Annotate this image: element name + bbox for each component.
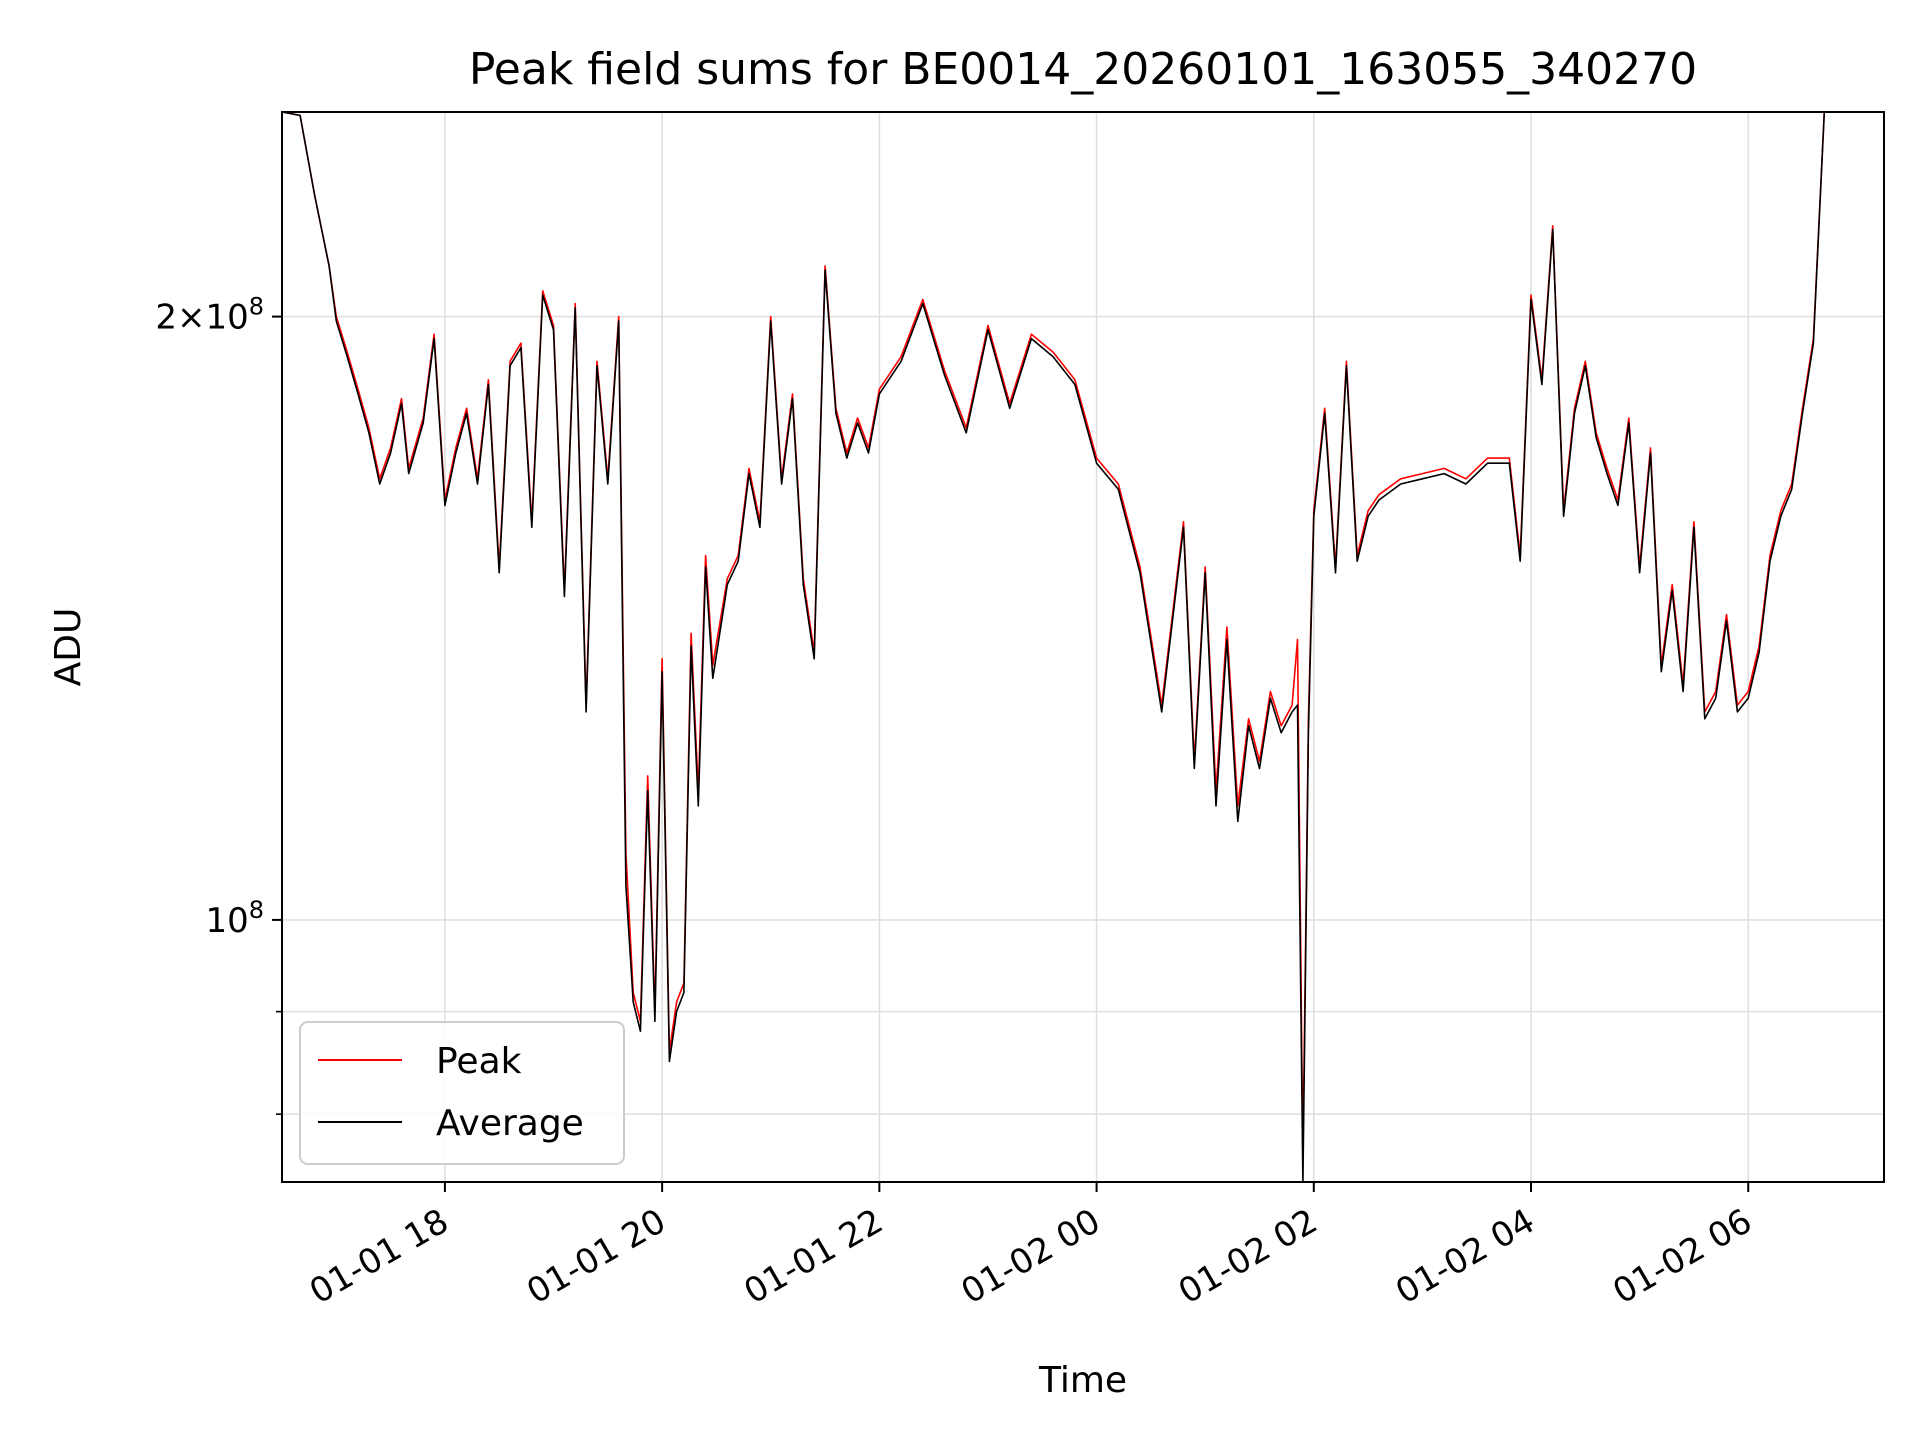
- y-axis-label: ADU: [48, 608, 89, 687]
- grid: [282, 112, 1884, 1182]
- legend: Peak Average: [299, 1021, 625, 1165]
- plot-frame: [281, 111, 1885, 1183]
- chart-title: Peak field sums for BE0014_20260101_1630…: [469, 44, 1697, 95]
- legend-label-peak: Peak: [436, 1041, 522, 1082]
- legend-box: [299, 1021, 625, 1165]
- legend-label-average: Average: [436, 1103, 584, 1144]
- y-tick-label: 2×108: [155, 293, 264, 338]
- y-axis: 108 2×108: [155, 293, 282, 1115]
- x-axis-label: Time: [1038, 1360, 1127, 1401]
- y-tick-label: 108: [205, 896, 264, 941]
- series-line-average: [281, 111, 1826, 1183]
- series-layer: [281, 111, 1826, 1183]
